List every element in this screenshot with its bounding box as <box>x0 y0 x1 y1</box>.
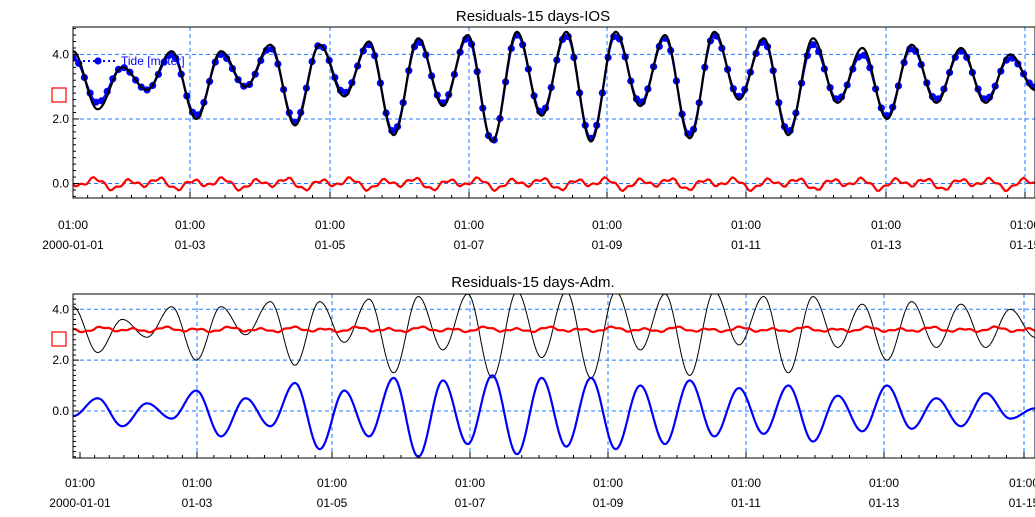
x-tick-date: 01-11 <box>731 496 761 510</box>
y-tick-label: 4.0 <box>52 47 69 61</box>
x-tick-time: 01:00 <box>731 218 761 232</box>
y-tick-label: 0.0 <box>52 404 69 418</box>
chart-panel-1: Residuals-15 days-IOS 0.0 2.0 4.0 01:00 2000-… <box>42 8 1035 252</box>
x-tick-date: 01-05 <box>315 238 346 252</box>
x-tick-time: 01:00 <box>593 476 623 490</box>
chart-title: Residuals-15 days-IOS <box>456 8 610 25</box>
x-tick-time: 01:00 <box>592 218 622 232</box>
series-marker <box>809 41 817 49</box>
x-tick-time: 01:00 <box>315 218 345 232</box>
x-tick-date: 01-03 <box>182 496 213 510</box>
x-tick-time: 01:00 <box>454 218 484 232</box>
x-tick-date: 01-11 <box>731 238 761 252</box>
series-marker <box>73 54 77 62</box>
chart-title: Residuals-15 days-Adm. <box>451 274 614 291</box>
x-tick-date: 01-15 <box>1010 238 1035 252</box>
x-tick-time: 01:00 <box>731 476 761 490</box>
x-tick-time: 01:00 <box>317 476 347 490</box>
legend-marker <box>94 57 102 65</box>
x-tick-date: 2000-01-01 <box>49 496 111 510</box>
x-tick-time: 01:00 <box>1009 476 1035 490</box>
x-tick-time: 01:00 <box>871 218 901 232</box>
series-group <box>73 294 1035 458</box>
series-line-2 <box>73 30 1035 143</box>
series-line-3 <box>73 176 1035 193</box>
x-tick-date: 01-05 <box>317 496 348 510</box>
x-tick-time: 01:00 <box>1010 218 1035 232</box>
x-tick-time: 01:00 <box>65 476 95 490</box>
series-line-2 <box>73 325 1035 334</box>
x-tick-date: 2000-01-01 <box>42 238 104 252</box>
x-tick-time: 01:00 <box>58 218 88 232</box>
legend-label: Tide [meter] <box>121 54 185 68</box>
x-tick-date: 01-09 <box>593 496 624 510</box>
y-tick-label: 4.0 <box>52 302 69 316</box>
x-tick-date: 01-15 <box>1009 496 1035 510</box>
x-tick-time: 01:00 <box>182 476 212 490</box>
x-tick-date: 01-03 <box>175 238 206 252</box>
cursor-marker <box>51 331 67 347</box>
plot-frame <box>72 293 1035 459</box>
x-tick-time: 01:00 <box>869 476 899 490</box>
x-tick-time: 01:00 <box>455 476 485 490</box>
y-tick-label: 2.0 <box>52 353 69 367</box>
y-tick-label: 2.0 <box>52 112 69 126</box>
x-tick-date: 01-07 <box>454 238 485 252</box>
x-tick-date: 01-09 <box>592 238 623 252</box>
series-group <box>73 30 1035 193</box>
y-tick-label: 0.0 <box>52 176 69 190</box>
x-tick-date: 01-13 <box>869 496 900 510</box>
series-line-3 <box>73 374 1035 458</box>
legend: Tide [meter] <box>78 54 185 68</box>
x-tick-date: 01-07 <box>455 496 486 510</box>
chart-panel-2: Residuals-15 days-Adm. 0.0 2.0 4.0 01:00 2000… <box>49 274 1035 510</box>
x-tick-date: 01-13 <box>871 238 902 252</box>
x-tick-time: 01:00 <box>175 218 205 232</box>
series-line-1 <box>73 294 1035 379</box>
cursor-marker <box>51 87 67 103</box>
